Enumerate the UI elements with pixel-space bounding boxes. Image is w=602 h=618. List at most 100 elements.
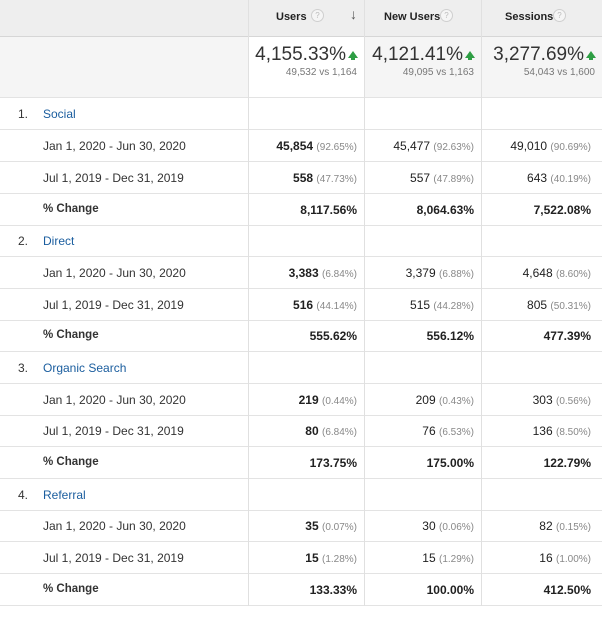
- users-total-compare: 49,532 vs 1,164: [285, 67, 357, 78]
- column-divider: [481, 0, 482, 606]
- group-number: 4.: [18, 488, 29, 502]
- table-row: Jul 1, 2019 - Dec 31, 2019 15 (1.28%) 15…: [0, 542, 602, 574]
- new-users-value: 30: [422, 519, 436, 533]
- sessions-total: 3,277.69% 54,043 vs 1,600: [482, 37, 602, 97]
- new-users-percent: (1.29%): [438, 554, 474, 565]
- sessions-cell: 805 (50.31%): [527, 298, 591, 312]
- table-row: Jul 1, 2019 - Dec 31, 2019 80 (6.84%) 76…: [0, 415, 602, 447]
- group-row-social: 1. Social: [0, 98, 602, 130]
- sessions-value: 49,010: [510, 139, 548, 153]
- group-number: 2.: [18, 234, 29, 248]
- sessions-cell: 16 (1.00%): [539, 551, 591, 565]
- new-users-value: 45,477: [393, 139, 431, 153]
- totals-row: 4,155.33% 49,532 vs 1,164 4,121.41% 49,0…: [0, 37, 602, 98]
- new-users-total-value: 4,121.41%: [372, 44, 463, 65]
- change-row: % Change 173.75% 175.00% 122.79%: [0, 447, 602, 479]
- group-link-referral[interactable]: Referral: [43, 488, 86, 502]
- users-percent: (6.84%): [321, 427, 357, 438]
- users-value: 516: [293, 298, 314, 312]
- users-value: 219: [298, 393, 319, 407]
- sessions-percent: (90.69%): [550, 142, 591, 153]
- sessions-total-compare: 54,043 vs 1,600: [523, 67, 595, 78]
- date-range-label: Jul 1, 2019 - Dec 31, 2019: [43, 551, 184, 565]
- sessions-value: 643: [527, 171, 548, 185]
- users-column-header[interactable]: Users: [276, 11, 307, 23]
- sessions-percent: (1.00%): [555, 554, 591, 565]
- users-change: 133.33%: [309, 583, 357, 597]
- sort-desc-icon[interactable]: ↓: [350, 6, 357, 22]
- users-cell: 219 (0.44%): [299, 393, 357, 407]
- new-users-cell: 15 (1.29%): [422, 551, 474, 565]
- change-label: % Change: [43, 456, 99, 468]
- sessions-percent: (8.60%): [555, 269, 591, 280]
- group-link-direct[interactable]: Direct: [43, 234, 75, 248]
- new-users-percent: (0.06%): [438, 522, 474, 533]
- users-change: 555.62%: [309, 329, 357, 343]
- new-users-change: 175.00%: [426, 456, 474, 470]
- new-users-cell: 209 (0.43%): [416, 393, 474, 407]
- change-label: % Change: [43, 583, 99, 595]
- date-range-label: Jul 1, 2019 - Dec 31, 2019: [43, 424, 184, 438]
- sessions-value: 4,648: [522, 266, 553, 280]
- sessions-cell: 4,648 (8.60%): [523, 266, 591, 280]
- sessions-percent: (0.56%): [555, 396, 591, 407]
- sessions-change: 7,522.08%: [533, 203, 591, 217]
- sessions-change: 412.50%: [543, 583, 591, 597]
- sessions-change: 122.79%: [543, 456, 591, 470]
- users-percent: (1.28%): [321, 554, 357, 565]
- group-row-organic-search: 3. Organic Search: [0, 352, 602, 384]
- up-arrow-icon: [348, 51, 358, 60]
- new-users-percent: (44.28%): [433, 301, 474, 312]
- group-link-social[interactable]: Social: [43, 107, 76, 121]
- change-label: % Change: [43, 329, 99, 341]
- users-total-value: 4,155.33%: [255, 44, 346, 65]
- sessions-column-header[interactable]: Sessions: [505, 11, 554, 23]
- users-help-icon[interactable]: ?: [311, 9, 324, 22]
- users-percent: (92.65%): [316, 142, 357, 153]
- date-range-label: Jul 1, 2019 - Dec 31, 2019: [43, 171, 184, 185]
- users-value: 80: [305, 424, 319, 438]
- users-cell: 516 (44.14%): [293, 298, 357, 312]
- sessions-total-value: 3,277.69%: [493, 44, 584, 65]
- users-value: 558: [293, 171, 314, 185]
- group-number: 1.: [18, 107, 29, 121]
- sessions-value: 805: [527, 298, 548, 312]
- sessions-cell: 82 (0.15%): [539, 519, 591, 533]
- sessions-value: 82: [539, 519, 553, 533]
- users-value: 45,854: [276, 139, 314, 153]
- users-percent: (47.73%): [316, 174, 357, 185]
- table-row: Jan 1, 2020 - Jun 30, 2020 45,854 (92.65…: [0, 130, 602, 162]
- users-cell: 80 (6.84%): [305, 424, 357, 438]
- group-link-organic-search[interactable]: Organic Search: [43, 361, 127, 375]
- table-row: Jul 1, 2019 - Dec 31, 2019 558 (47.73%) …: [0, 162, 602, 194]
- new-users-total: 4,121.41% 49,095 vs 1,163: [365, 37, 481, 97]
- users-change: 173.75%: [309, 456, 357, 470]
- group-number: 3.: [18, 361, 29, 375]
- column-divider: [248, 0, 249, 606]
- sessions-cell: 49,010 (90.69%): [510, 139, 591, 153]
- change-row: % Change 555.62% 556.12% 477.39%: [0, 320, 602, 352]
- users-cell: 35 (0.07%): [305, 519, 357, 533]
- change-label: % Change: [43, 203, 99, 215]
- new-users-change: 100.00%: [426, 583, 474, 597]
- new-users-cell: 30 (0.06%): [422, 519, 474, 533]
- sessions-value: 136: [532, 424, 553, 438]
- new-users-percent: (0.43%): [438, 396, 474, 407]
- users-cell: 15 (1.28%): [305, 551, 357, 565]
- change-row: % Change 133.33% 100.00% 412.50%: [0, 574, 602, 606]
- users-total: 4,155.33% 49,532 vs 1,164: [249, 37, 364, 97]
- table-row: Jul 1, 2019 - Dec 31, 2019 516 (44.14%) …: [0, 289, 602, 321]
- users-percent: (6.84%): [321, 269, 357, 280]
- users-value: 15: [305, 551, 319, 565]
- sessions-help-icon[interactable]: ?: [553, 9, 566, 22]
- new-users-help-icon[interactable]: ?: [440, 9, 453, 22]
- new-users-total-compare: 49,095 vs 1,163: [402, 67, 474, 78]
- new-users-cell: 45,477 (92.63%): [393, 139, 474, 153]
- new-users-column-header[interactable]: New Users: [384, 11, 441, 23]
- sessions-value: 303: [532, 393, 553, 407]
- new-users-value: 76: [422, 424, 436, 438]
- sessions-percent: (0.15%): [555, 522, 591, 533]
- new-users-percent: (47.89%): [433, 174, 474, 185]
- new-users-change: 556.12%: [426, 329, 474, 343]
